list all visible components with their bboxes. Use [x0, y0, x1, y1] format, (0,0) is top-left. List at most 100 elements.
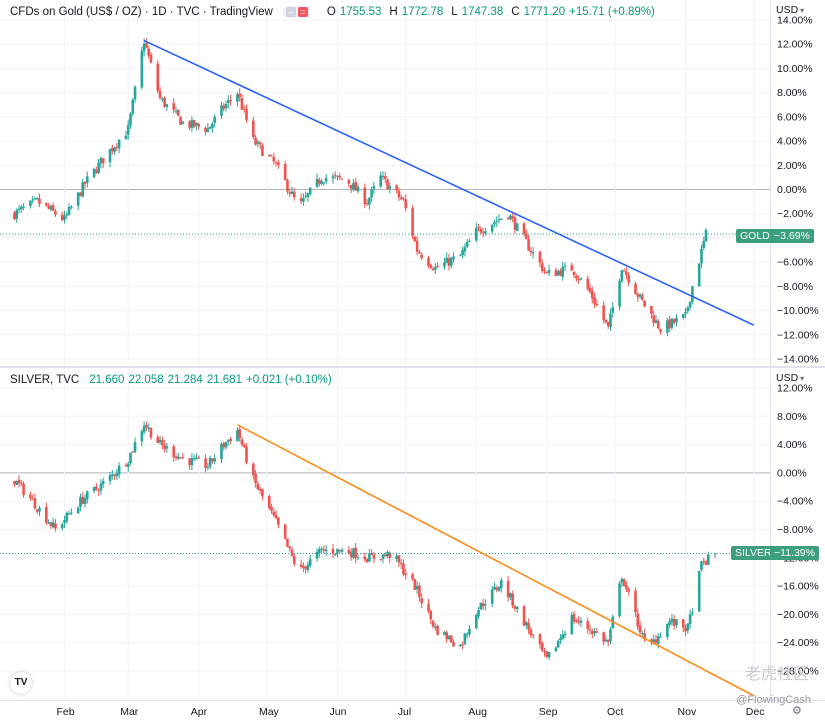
eye-icon[interactable]: – [285, 7, 296, 17]
candle-body [208, 126, 212, 129]
candle-body [452, 642, 455, 647]
x-tick-label: Oct [607, 706, 623, 718]
candle-body [254, 473, 257, 484]
candle-body [511, 593, 514, 606]
candle-body [427, 604, 430, 612]
candle-body [554, 647, 558, 652]
candle-body [252, 463, 255, 476]
candle-body [622, 270, 626, 272]
candle-body [101, 481, 105, 485]
gold-price-axis[interactable]: 14.00% 12.00% 10.00% 8.00% 6.00% 4.00% 2.00% 0.… [770, 0, 825, 367]
low-label: L [451, 6, 458, 18]
candle-body [31, 199, 34, 201]
candle-body [691, 286, 694, 302]
time-axis[interactable]: Feb Mar Apr May Jun Jul Aug Sep Oct Nov Dec [0, 700, 825, 721]
candle-body [70, 206, 73, 208]
candle-body [126, 463, 130, 467]
pane-separator[interactable] [0, 366, 825, 368]
candle-body [399, 197, 403, 199]
candle-body [543, 269, 546, 272]
candle-body [63, 215, 66, 221]
candle-body [513, 217, 517, 230]
trend-line [143, 39, 755, 326]
candle-body [420, 254, 423, 259]
candle-body [434, 267, 437, 270]
candle-body [63, 520, 66, 524]
candle-body [227, 439, 230, 442]
candle-body [76, 507, 80, 514]
candle-body [340, 178, 344, 180]
candles [13, 37, 708, 337]
candle-body [322, 549, 326, 551]
close-value: 1771.20 [523, 6, 566, 18]
candle-body [258, 488, 262, 491]
silver-legend: SILVER, TVC 21.660 22.058 21.284 21.681 … [10, 374, 332, 386]
low-value: 1747.38 [461, 6, 504, 18]
candle-body [368, 553, 371, 562]
candle-body [559, 638, 562, 641]
gold-pane[interactable]: 14.00% 12.00% 10.00% 8.00% 6.00% 4.00% 2.00% 0.… [0, 0, 825, 367]
candle-body [543, 651, 546, 653]
candle-body [547, 270, 551, 273]
candle-body [195, 457, 198, 460]
candle-body [404, 199, 408, 209]
gold-last-value-tag: −3.69% [770, 229, 814, 243]
candle-body [659, 636, 662, 638]
candle-body [15, 210, 19, 219]
candle-body [179, 457, 182, 459]
candle-body [593, 297, 596, 305]
candle-body [602, 305, 605, 320]
candle-body [288, 192, 292, 194]
candle-body [702, 561, 706, 563]
candle-body [270, 155, 273, 157]
candle-body [208, 457, 212, 467]
candle-body [270, 506, 273, 511]
candle-body [686, 307, 690, 312]
candle-body [188, 121, 191, 128]
silver-price-axis[interactable]: 12.00%8.00%4.00%0.00%−4.00%−8.00%−12.00%… [770, 368, 825, 700]
currency-selector-silver[interactable]: USD ▾ [776, 372, 804, 384]
candle-body [145, 42, 148, 48]
candle-body [463, 633, 467, 645]
candle-body [495, 220, 499, 222]
candle-body [142, 43, 146, 52]
candle-body [142, 425, 146, 433]
candle-body [149, 54, 153, 63]
silver-chart[interactable] [0, 368, 770, 700]
candle-body [638, 625, 642, 633]
candle-body [531, 634, 535, 636]
gold-chart[interactable] [0, 0, 770, 367]
y-tick-label: 6.00% [777, 111, 807, 123]
settings-icon[interactable]: = [297, 7, 308, 17]
x-tick-label: Apr [191, 706, 208, 718]
candle-body [525, 622, 528, 626]
candle-body [604, 319, 608, 323]
silver-pane[interactable]: 12.00%8.00%4.00%0.00%−4.00%−8.00%−12.00%… [0, 368, 825, 700]
candle-body [479, 228, 483, 233]
candle-body [388, 552, 392, 558]
candle-body [365, 559, 369, 562]
candle-body [556, 640, 560, 648]
candle-body [211, 123, 214, 128]
visibility-toggle[interactable]: – = [282, 6, 311, 18]
candle-body [258, 142, 262, 145]
candle-body [643, 300, 646, 307]
candle-body [331, 176, 335, 179]
candle-body [110, 147, 114, 152]
candle-body [572, 614, 576, 622]
candle-body [704, 561, 708, 565]
candle-body [604, 639, 608, 641]
candle-body [429, 610, 433, 620]
currency-selector[interactable]: USD ▾ [776, 4, 804, 16]
candle-body [340, 549, 344, 553]
open-value: 1755.53 [339, 6, 382, 18]
tradingview-logo[interactable]: TV [10, 672, 32, 694]
candle-body [83, 181, 87, 184]
candle-body [349, 184, 353, 189]
candle-body [427, 257, 430, 266]
candle-body [672, 319, 676, 323]
y-tick-label: −10.00% [777, 305, 819, 317]
candle-body [172, 446, 176, 458]
gear-icon[interactable]: ⚙ [792, 705, 802, 717]
y-tick-label: −20.00% [777, 609, 819, 621]
